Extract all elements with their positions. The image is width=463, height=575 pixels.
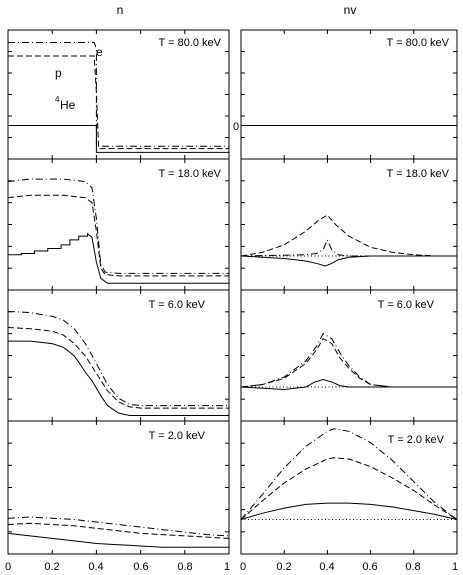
series-line-nv-3-dashdot	[240, 428, 458, 520]
column-title-nv: nv	[344, 3, 357, 17]
series-line-n-0-dashed	[8, 55, 229, 150]
panel-title-n-18: T = 18.0 keV	[159, 168, 222, 180]
column-title-n: n	[117, 3, 124, 17]
series-line-n-3-dashdot	[7, 516, 230, 537]
panel-title-nv-6: T = 6.0 keV	[378, 299, 435, 311]
series-line-n-0-dashdot	[8, 42, 229, 147]
x-tick-label-left-2: 0.4	[88, 561, 103, 573]
series-line-nv-2-dashed	[240, 337, 457, 388]
series-line-n-2-solid	[8, 340, 229, 417]
x-tick-label-right-3: 0.6	[362, 561, 377, 573]
right-column-frame	[240, 29, 458, 555]
x-tick-label-right-0: 0	[240, 561, 246, 573]
x-tick-label-right-1: 0.2	[276, 561, 291, 573]
x-tick-label-left-5: 1	[224, 561, 230, 573]
panel-title-nv-2: T = 2.0 keV	[388, 434, 445, 446]
annotation-p: p	[55, 66, 62, 80]
panel-title-nv-80: T = 80.0 keV	[387, 37, 450, 49]
x-tick-label-left-4: 0.8	[177, 561, 192, 573]
x-tick-label-left-3: 0.6	[133, 561, 148, 573]
left-column-frame	[7, 29, 230, 555]
annotation-zero: 0	[233, 121, 239, 133]
x-tick-label-left-0: 0	[5, 561, 11, 573]
series-line-nv-1-dashed	[240, 214, 457, 257]
series-line-nv-3-solid	[240, 502, 458, 520]
panel-title-nv-18: T = 18.0 keV	[387, 168, 450, 180]
panel-title-n-2: T = 2.0 keV	[149, 430, 206, 442]
series-line-nv-2-solid	[240, 379, 457, 390]
annotation-he-superscript: 4	[55, 95, 60, 104]
series-line-n-1-dashed	[7, 194, 229, 277]
series-line-n-0-solid	[8, 125, 229, 153]
series-line-n-3-dashed	[7, 522, 230, 539]
series-line-nv-1-solid	[240, 255, 457, 267]
series-line-n-3-solid	[7, 532, 229, 548]
panel-title-n-80: T = 80.0 keV	[159, 37, 222, 49]
annotation-e: e	[96, 45, 103, 59]
series-line-n-1-solid	[8, 232, 229, 284]
series-line-nv-1-dashdot	[240, 238, 457, 257]
series-layer	[7, 42, 458, 548]
annotation-he: He	[60, 98, 76, 112]
series-line-nv-2-dashdot	[240, 332, 457, 388]
series-line-n-2-dashed	[7, 326, 229, 409]
x-tick-label-right-4: 0.8	[405, 561, 420, 573]
series-line-n-1-dashdot	[7, 178, 229, 274]
x-tick-label-right-5: 1	[452, 561, 458, 573]
x-tick-label-right-2: 0.4	[319, 561, 334, 573]
series-line-nv-3-dashed	[240, 457, 458, 520]
series-line-n-2-dashdot	[7, 310, 229, 407]
axis-ticks	[7, 30, 458, 554]
x-tick-label-left-1: 0.2	[44, 561, 59, 573]
panel-title-n-6: T = 6.0 keV	[149, 299, 206, 311]
